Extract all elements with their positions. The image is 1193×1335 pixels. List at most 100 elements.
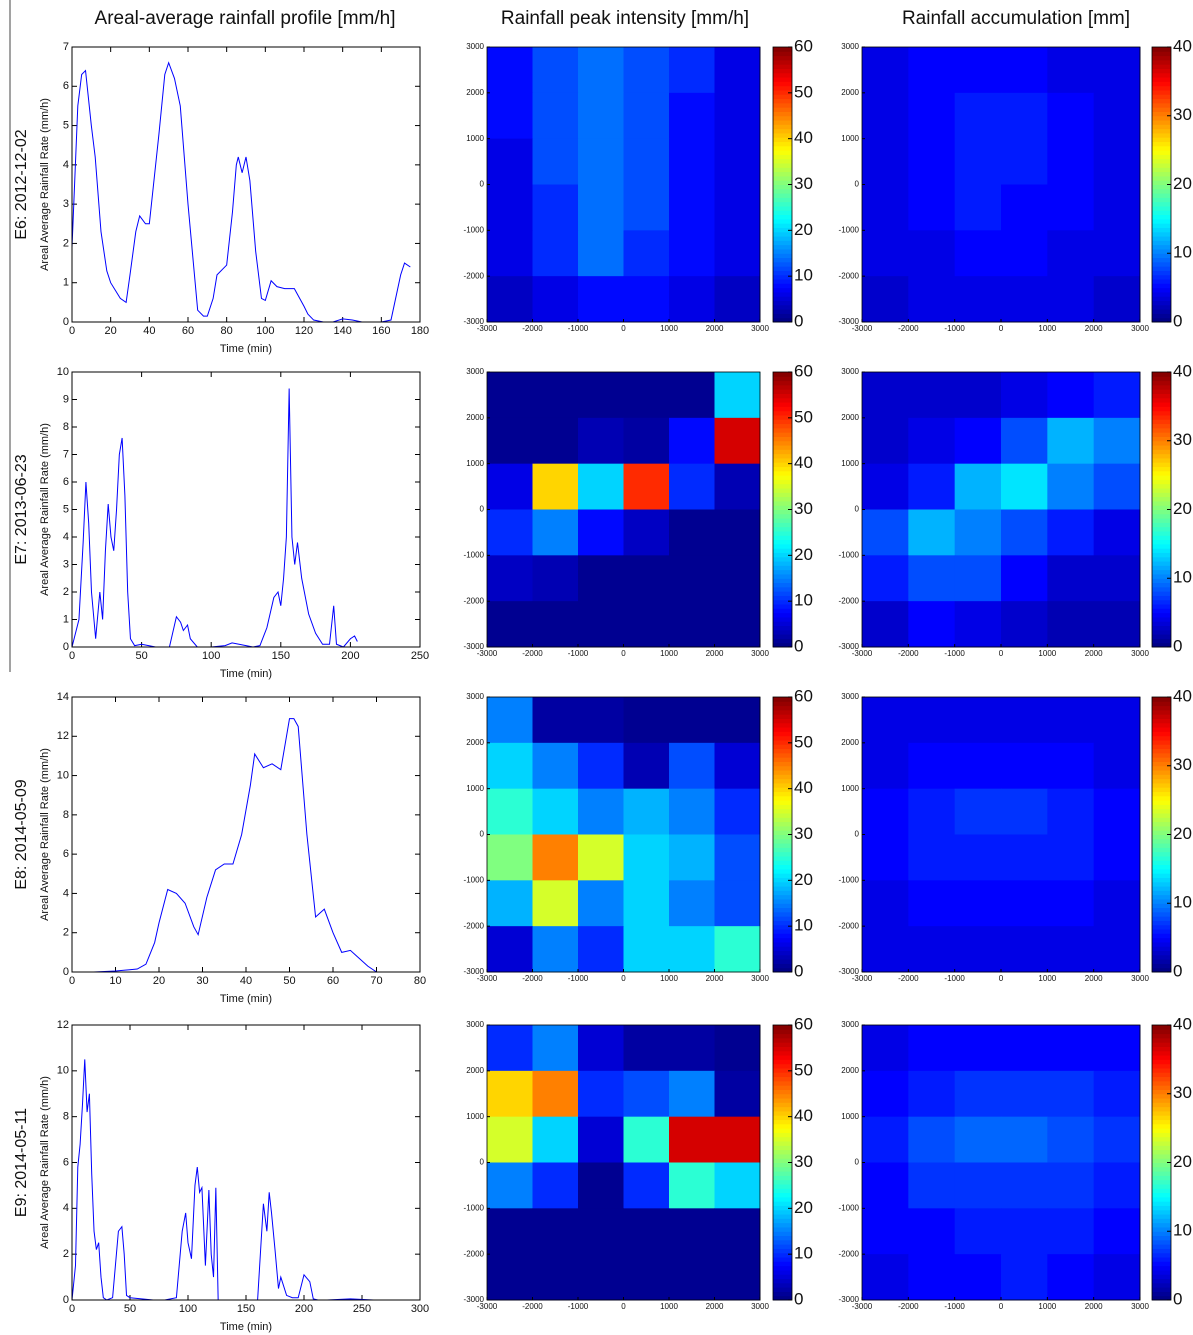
colorbar-step — [773, 552, 792, 558]
colorbar-step — [773, 184, 792, 190]
heat-cell — [908, 417, 956, 465]
colorbar-step — [1152, 81, 1171, 87]
heat-cell — [954, 1208, 1002, 1255]
colorbar-step — [1152, 488, 1171, 493]
colorbar-step — [773, 475, 792, 480]
colorbar-step — [1152, 1106, 1171, 1112]
heat-cell — [1093, 601, 1141, 648]
heat-cell — [908, 601, 956, 648]
heat-cell — [623, 1070, 670, 1118]
colorbar-step — [1152, 462, 1171, 468]
x-tick-label: 2000 — [706, 1302, 724, 1311]
heat-cell — [487, 138, 533, 185]
heat-cell — [908, 463, 956, 510]
colorbar-step — [773, 1115, 792, 1121]
colorbar-step — [1152, 851, 1171, 857]
row-label: E6: 2012-12-02 — [13, 129, 30, 239]
colorbar-step — [773, 838, 792, 844]
colorbar-step — [773, 761, 792, 767]
colorbar-step — [773, 1239, 792, 1245]
heat-cell — [954, 230, 1002, 277]
colorbar-step — [1152, 150, 1171, 155]
colorbar-step — [1152, 1063, 1171, 1069]
colorbar-step — [1152, 608, 1171, 614]
y-tick-label: 14 — [57, 691, 69, 703]
y-tick-label: 2000 — [841, 88, 859, 97]
colorbar-step — [1152, 556, 1171, 562]
x-tick-label: 0 — [621, 1302, 626, 1311]
colorbar-step — [1152, 1098, 1171, 1103]
heat-cell — [532, 230, 579, 277]
colorbar-step — [1152, 929, 1171, 934]
colorbar-step — [773, 543, 792, 549]
colorbar-step — [773, 380, 792, 386]
colorbar-step — [773, 898, 792, 904]
colorbar-step — [773, 102, 792, 108]
colorbar-step — [773, 629, 792, 635]
colorbar-tick-label: 30 — [794, 1152, 813, 1171]
colorbar-step — [773, 111, 792, 117]
colorbar-step — [773, 1214, 792, 1219]
heat-cell — [714, 697, 761, 744]
heat-cell — [669, 1208, 715, 1255]
colorbar-step — [773, 778, 792, 784]
colorbar-step — [1152, 604, 1171, 609]
colorbar-step — [1152, 855, 1171, 861]
colorbar-step — [1152, 612, 1171, 618]
colorbar-step — [1152, 223, 1171, 228]
colorbar-step — [773, 967, 792, 973]
y-tick-label: -2000 — [464, 921, 485, 930]
colorbar-step — [1152, 1231, 1171, 1237]
heat-cell — [578, 880, 624, 927]
colorbar-step — [1152, 530, 1171, 536]
colorbar-step — [1152, 500, 1171, 506]
y-tick-label: 3000 — [466, 367, 484, 376]
heat-cell — [1093, 1208, 1141, 1255]
colorbar-step — [1152, 825, 1171, 831]
heat-cell — [669, 276, 715, 323]
colorbar-step — [1152, 890, 1171, 896]
colorbar-step — [773, 372, 792, 377]
heat-cell — [862, 1070, 909, 1118]
colorbar-step — [773, 1050, 792, 1056]
heat-cell — [862, 509, 909, 556]
colorbar-step — [1152, 1269, 1171, 1275]
heat-cell — [1093, 880, 1141, 927]
colorbar-step — [773, 406, 792, 412]
colorbar-step — [1152, 1085, 1171, 1090]
heat-cell — [669, 834, 715, 881]
colorbar-step — [773, 642, 792, 648]
heat-cell — [1093, 834, 1141, 881]
heat-cell — [623, 184, 670, 231]
heat-cell — [1001, 276, 1048, 323]
colorbar-step — [1152, 599, 1171, 605]
heat-cell — [1093, 1254, 1141, 1301]
x-tick-label: 300 — [411, 1303, 429, 1315]
x-tick-label: -2000 — [898, 324, 919, 333]
heat-cell — [623, 880, 670, 927]
colorbar-tick-label: 0 — [794, 1289, 803, 1308]
colorbar-step — [1152, 414, 1171, 420]
y-tick-label: 8 — [63, 421, 69, 433]
x-axis-label: Time (min) — [220, 343, 272, 355]
x-tick-label: -2000 — [898, 1302, 919, 1311]
heat-cell — [1093, 463, 1141, 510]
colorbar-step — [1152, 77, 1171, 82]
colorbar-step — [1152, 111, 1171, 117]
colorbar-step — [773, 304, 792, 310]
colorbar-step — [773, 244, 792, 250]
colorbar-step — [773, 55, 792, 61]
colorbar-step — [1152, 436, 1171, 442]
colorbar-step — [773, 1235, 792, 1241]
colorbar-step — [1152, 735, 1171, 741]
heat-cell — [532, 1116, 579, 1163]
heat-cell — [714, 1254, 761, 1301]
colorbar-step — [1152, 453, 1171, 459]
heat-cell — [954, 463, 1002, 510]
y-tick-label: 10 — [57, 366, 69, 378]
colorbar-step — [773, 638, 792, 644]
colorbar-step — [773, 556, 792, 562]
colorbar-tick-label: 30 — [1173, 105, 1192, 124]
colorbar-step — [773, 509, 792, 515]
colorbar-tick-label: 50 — [794, 1060, 813, 1079]
